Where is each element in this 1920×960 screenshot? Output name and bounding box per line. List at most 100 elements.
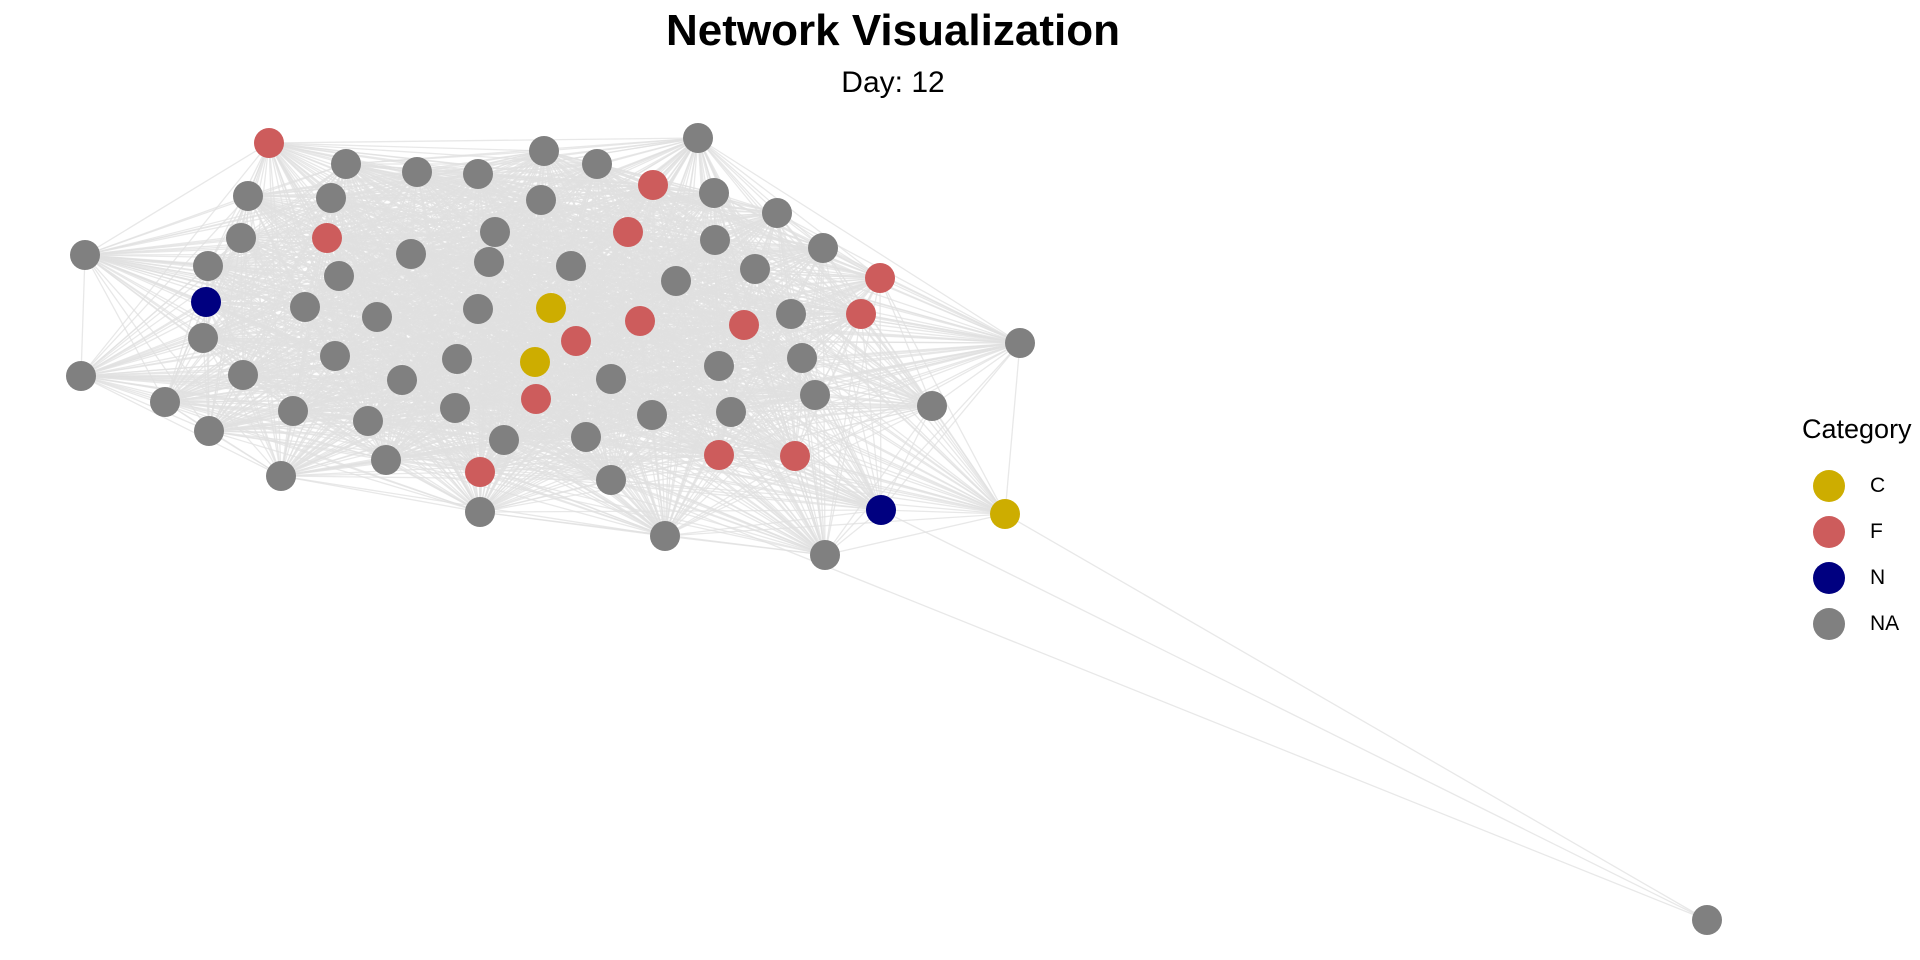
network-edge — [280, 459, 387, 477]
network-node-c — [520, 347, 550, 377]
network-edge — [247, 150, 545, 197]
legend-label-na: NA — [1870, 612, 1900, 635]
network-edge — [207, 231, 496, 267]
network-edge — [345, 150, 545, 165]
network-edge — [479, 471, 612, 481]
network-edge — [80, 337, 204, 377]
network-node-f — [865, 263, 895, 293]
network-node-na — [526, 185, 556, 215]
network-node-na — [474, 247, 504, 277]
network-edge — [585, 405, 933, 438]
network-edge — [202, 316, 378, 339]
network-node-n — [191, 287, 221, 317]
network-node-c — [990, 499, 1020, 529]
network-edge — [202, 320, 641, 339]
network-edge — [714, 239, 824, 249]
network-edge — [164, 163, 347, 403]
network-edge — [280, 420, 369, 477]
legend-label-c: C — [1870, 474, 1886, 497]
network-node-f — [312, 223, 342, 253]
network-edge — [367, 420, 826, 556]
network-edge — [730, 405, 933, 413]
network-node-f — [561, 326, 591, 356]
network-node-na — [331, 149, 361, 179]
network-node-c — [536, 293, 566, 323]
network-edge — [454, 407, 796, 457]
network-edge — [80, 254, 86, 377]
legend-item-c: C — [1802, 463, 1912, 509]
network-node-na — [571, 422, 601, 452]
network-edge — [454, 394, 816, 409]
network-node-na — [188, 323, 218, 353]
network-edge — [247, 195, 490, 263]
network-edge — [242, 374, 481, 513]
network-edge — [84, 231, 496, 256]
network-edge — [585, 436, 882, 511]
network-edge — [330, 184, 654, 199]
network-edge — [610, 479, 826, 556]
network-edge — [543, 137, 699, 152]
network-edge — [80, 265, 209, 377]
network-edge — [801, 357, 933, 407]
network-node-na — [917, 391, 947, 421]
network-edge — [575, 340, 1021, 344]
network-node-na — [266, 461, 296, 491]
network-edge — [575, 340, 803, 359]
network-edge — [80, 375, 653, 416]
network-edge — [880, 342, 1021, 511]
network-edge — [376, 316, 816, 396]
network-edge — [503, 439, 796, 457]
network-node-na — [529, 136, 559, 166]
network-edge — [304, 280, 677, 308]
legend-key-n — [1813, 562, 1845, 594]
network-edge — [503, 439, 666, 537]
chart-subtitle: Day: 12 — [841, 66, 945, 99]
network-edge — [534, 357, 803, 363]
network-edge — [575, 313, 862, 342]
network-edge — [242, 374, 612, 380]
network-node-na — [66, 361, 96, 391]
network-node-na — [193, 251, 223, 281]
network-edge — [207, 253, 412, 267]
network-edge — [754, 268, 1021, 344]
network-edge — [208, 316, 378, 432]
network-node-na — [683, 123, 713, 153]
network-node-na — [70, 240, 100, 270]
network-node-na — [582, 149, 612, 179]
network-node-na — [290, 292, 320, 322]
network-edge — [794, 455, 1006, 515]
network-edge — [454, 407, 653, 416]
network-node-f — [521, 384, 551, 414]
network-edge — [664, 509, 882, 537]
network-edge — [164, 401, 505, 441]
network-edge — [292, 398, 537, 412]
network-edge — [280, 306, 306, 477]
network-edge — [385, 459, 612, 481]
network-edge — [208, 407, 456, 432]
network-edge — [208, 414, 653, 432]
network-edge — [205, 275, 340, 303]
network-node-na — [596, 364, 626, 394]
network-edge — [84, 254, 282, 477]
legend-item-n: N — [1802, 555, 1912, 601]
network-edge — [570, 265, 756, 270]
network-node-na — [150, 387, 180, 417]
network-node-f — [729, 310, 759, 340]
network-edge — [479, 471, 826, 556]
network-edge — [401, 378, 612, 381]
network-edge — [208, 358, 458, 432]
network-edge — [376, 280, 677, 318]
network-edge — [334, 320, 641, 357]
chart-title: Network Visualization — [666, 6, 1120, 55]
network-edge — [860, 313, 1021, 344]
network-edge — [931, 405, 1006, 515]
network-edge — [84, 195, 249, 256]
network-node-na — [278, 396, 308, 426]
network-edge — [164, 394, 816, 403]
network-edge — [814, 394, 1006, 515]
network-edge — [80, 375, 210, 432]
network-edge — [242, 361, 536, 376]
network-edge — [164, 401, 387, 461]
network-node-na — [1005, 328, 1035, 358]
network-edge — [479, 405, 933, 473]
